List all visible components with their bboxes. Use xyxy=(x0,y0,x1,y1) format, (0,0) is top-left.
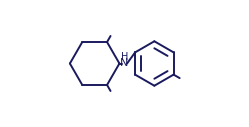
Text: H: H xyxy=(121,52,128,61)
Text: N: N xyxy=(120,59,129,68)
